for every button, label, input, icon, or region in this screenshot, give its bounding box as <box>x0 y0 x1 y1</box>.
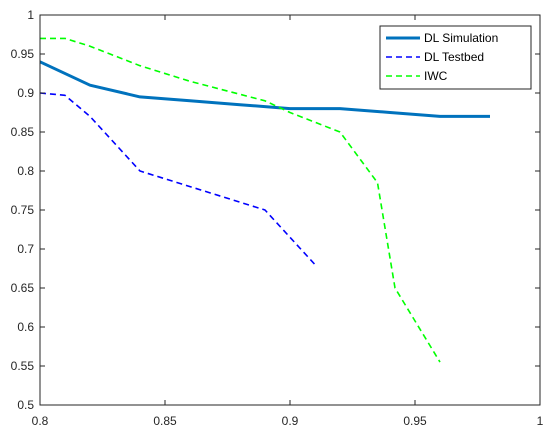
y-tick-label: 0.95 <box>11 47 35 61</box>
legend-label-2: IWC <box>424 69 448 83</box>
y-tick-label: 0.55 <box>11 359 35 373</box>
series-line-0 <box>39 60 490 118</box>
x-tick-label: 0.85 <box>153 414 177 428</box>
series-line-2 <box>40 37 441 363</box>
y-tick-label: 0.5 <box>17 398 34 412</box>
y-tick-label: 0.65 <box>11 281 35 295</box>
legend-label-1: DL Testbed <box>424 50 484 64</box>
legend-label-0: DL Simulation <box>424 31 498 45</box>
series-line-1 <box>39 92 316 266</box>
x-tick-label: 0.9 <box>282 414 299 428</box>
y-tick-label: 1 <box>27 8 34 22</box>
x-tick-label: 0.8 <box>32 414 49 428</box>
x-tick-label: 0.95 <box>403 414 427 428</box>
y-tick-label: 0.75 <box>11 203 35 217</box>
y-tick-label: 0.85 <box>11 125 35 139</box>
y-tick-label: 0.6 <box>17 320 34 334</box>
legend: DL Simulation DL Testbed IWC <box>379 25 532 90</box>
y-tick-label: 0.7 <box>17 242 34 256</box>
series-layer <box>39 37 490 363</box>
ticks-layer: 0.8 0.85 0.9 0.95 1 0.5 0.55 0.6 0.65 0.7 0.75 0.8 0… <box>11 8 544 428</box>
y-tick-label: 0.8 <box>17 164 34 178</box>
x-tick-label: 1 <box>537 414 544 428</box>
y-tick-label: 0.9 <box>17 86 34 100</box>
